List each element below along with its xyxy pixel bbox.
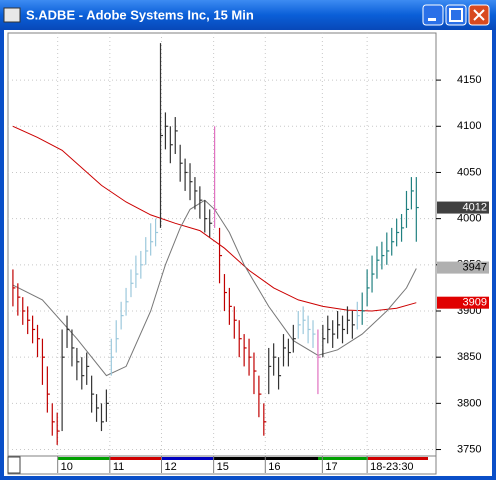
day-strip	[318, 457, 368, 460]
price-marker	[437, 296, 489, 309]
moving-average	[12, 125, 417, 312]
title-bar	[0, 0, 496, 30]
day-strip	[214, 457, 266, 460]
y-tick-label: 3750	[457, 443, 481, 455]
x-tick-label: 15	[217, 461, 229, 473]
day-strip	[266, 457, 318, 460]
price-marker-label: 3947	[463, 261, 487, 273]
window-title: S.ADBE - Adobe Systems Inc, 15 Min	[26, 7, 254, 22]
x-tick-label: 11	[113, 461, 124, 473]
day-strip	[162, 457, 214, 460]
day-strips	[58, 457, 428, 460]
plot-area	[7, 32, 437, 457]
day-strip	[110, 457, 162, 460]
day-strip	[368, 457, 428, 460]
x-tick-label: 17	[325, 461, 337, 473]
day-strip	[58, 457, 110, 460]
y-tick-label: 3850	[457, 351, 481, 363]
price-marker-label: 3909	[463, 297, 487, 309]
y-tick-label: 4050	[457, 166, 481, 178]
x-tick-label: 10	[61, 461, 73, 473]
x-tick-label: 18-23:30	[370, 461, 413, 473]
window-buttons[interactable]	[422, 4, 490, 26]
price-marker	[437, 261, 489, 274]
y-tick-label: 4150	[457, 74, 481, 86]
minimize-icon	[428, 18, 436, 21]
price-marker-label: 4012	[463, 201, 487, 213]
x-tick-label: 16	[268, 461, 280, 473]
minimize-button[interactable]	[422, 4, 444, 26]
price-marker	[437, 201, 489, 214]
close-icon	[473, 9, 485, 21]
y-tick-label: 4100	[457, 120, 481, 132]
app-icon	[3, 7, 21, 23]
x-tick-label: 12	[164, 461, 176, 473]
y-tick-label: 4000	[457, 213, 481, 225]
y-tick-label: 3800	[457, 397, 481, 409]
scroll-box[interactable]	[7, 456, 21, 474]
maximize-icon	[449, 8, 463, 22]
